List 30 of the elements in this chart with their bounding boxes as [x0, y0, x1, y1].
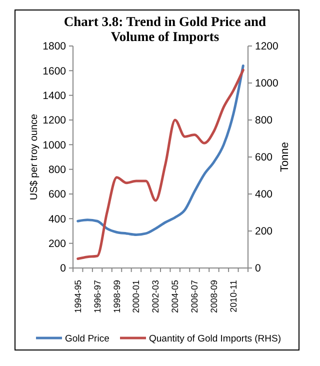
- y2-tick-label: 0: [255, 262, 261, 275]
- y2-tick-label: 1200: [255, 40, 279, 53]
- y-tick-label: 600: [48, 188, 66, 201]
- y-tick-label: 1400: [42, 90, 66, 102]
- x-tick-label: 2010-11: [228, 280, 238, 312]
- x-tick-label: 1994-95: [72, 280, 83, 314]
- x-tick-label: 2008-09: [208, 280, 219, 314]
- y-tick-label: 1800: [42, 40, 66, 53]
- legend-label: Gold Price: [65, 333, 110, 344]
- y2-axis-title: Tonne: [279, 142, 291, 172]
- y2-tick-label: 200: [255, 226, 273, 238]
- y-tick-label: 800: [48, 164, 66, 176]
- x-tick-label: 2004-05: [170, 280, 180, 314]
- x-tick-label: 2006-07: [190, 280, 200, 314]
- x-tick-label: 1998-99: [112, 280, 122, 314]
- y-tick-label: 400: [48, 213, 66, 226]
- x-tick-label: 1996-97: [92, 280, 102, 314]
- y-tick-label: 1600: [42, 65, 66, 78]
- x-tick-label: 2002-03: [150, 280, 161, 314]
- y2-tick-label: 1000: [255, 78, 279, 90]
- y2-tick-label: 800: [255, 114, 273, 127]
- y-axis-title: US$ per troy ounce: [29, 113, 40, 200]
- y-tick-label: 1200: [42, 114, 66, 127]
- y2-tick-label: 600: [255, 152, 273, 164]
- y-tick-label: 0: [60, 262, 66, 275]
- y-tick-label: 1000: [42, 139, 66, 152]
- y2-tick-label: 400: [255, 188, 273, 201]
- legend-label: Quantity of Gold Imports (RHS): [149, 333, 281, 344]
- x-tick-label: 2000-01: [131, 280, 142, 314]
- y-tick-label: 200: [48, 238, 66, 250]
